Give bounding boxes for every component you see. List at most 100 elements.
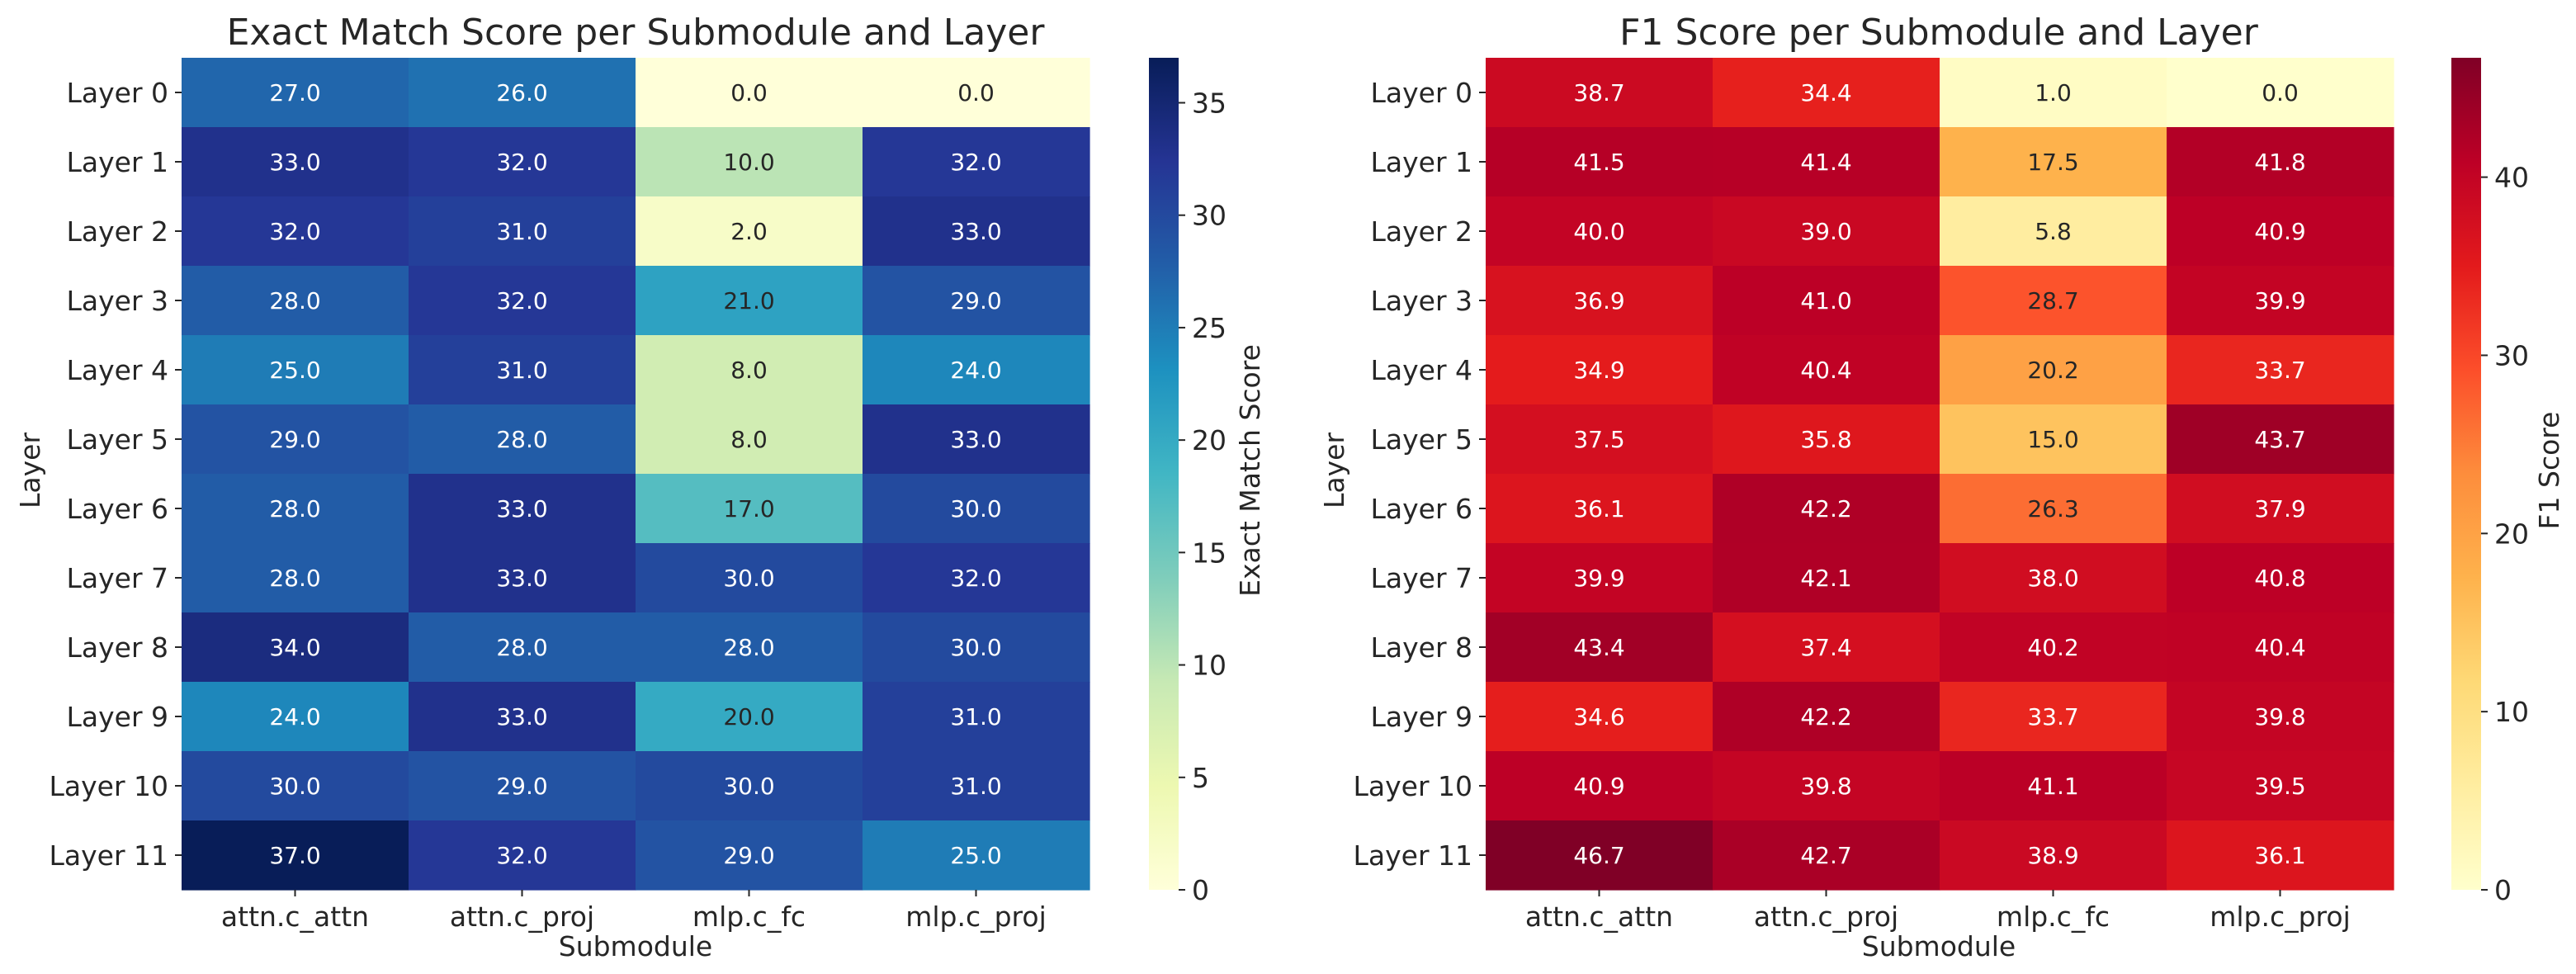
exact-match-cell-value: 28.0 bbox=[269, 287, 320, 314]
f1-cell bbox=[2167, 335, 2394, 405]
f1-cell bbox=[2167, 474, 2394, 544]
f1-cell bbox=[1713, 335, 1940, 405]
f1-cell-value: 41.5 bbox=[1573, 149, 1624, 176]
exact-match-cell bbox=[409, 335, 636, 405]
f1-cell-value: 42.2 bbox=[1800, 495, 1851, 522]
f1-y-tick-label: Layer 7 bbox=[1371, 562, 1473, 594]
exact-match-cell-value: 32.0 bbox=[496, 149, 547, 176]
f1-y-tick-label: Layer 10 bbox=[1354, 770, 1473, 802]
f1-cell bbox=[2167, 127, 2394, 197]
exact-match-cell-value: 33.0 bbox=[269, 149, 320, 176]
exact-match-cell bbox=[182, 612, 409, 683]
f1-x-tick-label: attn.c_proj bbox=[1754, 901, 1898, 933]
f1-cell bbox=[1713, 266, 1940, 336]
exact-match-cell-value: 32.0 bbox=[496, 842, 547, 869]
f1-cell bbox=[1940, 543, 2167, 613]
exact-match-cell-value: 10.0 bbox=[723, 149, 774, 176]
exact-match-colorbar-tick-label: 10 bbox=[1192, 650, 1227, 682]
f1-y-tick-label: Layer 1 bbox=[1371, 146, 1473, 178]
f1-cell bbox=[1940, 196, 2167, 267]
exact-match-cell bbox=[182, 682, 409, 752]
f1-cell-value: 36.9 bbox=[1573, 287, 1624, 314]
f1-y-tick-label: Layer 6 bbox=[1371, 493, 1473, 525]
f1-cell bbox=[1940, 58, 2167, 128]
f1-cell bbox=[1713, 404, 1940, 475]
exact-match-cell bbox=[636, 196, 863, 267]
exact-match-cell-value: 31.0 bbox=[496, 218, 547, 245]
exact-match-cell-value: 17.0 bbox=[723, 495, 774, 522]
exact-match-colorbar-tick-label: 20 bbox=[1192, 424, 1227, 456]
f1-colorbar-tick-label: 40 bbox=[2494, 162, 2529, 194]
exact-match-cell-value: 8.0 bbox=[730, 426, 768, 453]
f1-cell bbox=[2167, 751, 2394, 821]
f1-cell-value: 40.0 bbox=[1573, 218, 1624, 245]
exact-match-cell-value: 32.0 bbox=[950, 149, 1001, 176]
exact-match-cell-value: 33.0 bbox=[950, 426, 1001, 453]
f1-cell-value: 38.0 bbox=[2027, 565, 2078, 592]
f1-cell bbox=[1940, 266, 2167, 336]
exact-match-cell bbox=[182, 474, 409, 544]
exact-match-cell bbox=[863, 58, 1090, 128]
exact-match-cell bbox=[863, 751, 1090, 821]
f1-cell-value: 35.8 bbox=[1800, 426, 1851, 453]
exact-match-cell bbox=[863, 820, 1090, 891]
f1-cell-value: 37.5 bbox=[1573, 426, 1624, 453]
exact-match-cell bbox=[409, 127, 636, 197]
f1-cell-value: 37.4 bbox=[1800, 634, 1851, 661]
exact-match-cell bbox=[863, 474, 1090, 544]
f1-cell bbox=[1940, 127, 2167, 197]
exact-match-cell-value: 8.0 bbox=[730, 357, 768, 384]
exact-match-cell bbox=[409, 404, 636, 475]
f1-x-tick-label: mlp.c_fc bbox=[1997, 901, 2110, 933]
f1-heatmap-panel: F1 Score per Submodule and Layer 38.7 34.… bbox=[1318, 12, 2565, 962]
exact-match-cell-value: 24.0 bbox=[269, 703, 320, 730]
exact-match-cell bbox=[863, 682, 1090, 752]
f1-cell-value: 26.3 bbox=[2027, 495, 2078, 522]
f1-cell bbox=[1940, 820, 2167, 891]
exact-match-cell-value: 2.0 bbox=[730, 218, 768, 245]
exact-match-y-tick-label: Layer 7 bbox=[67, 562, 169, 594]
exact-match-cell-value: 32.0 bbox=[496, 287, 547, 314]
f1-colorbar-label: F1 Score bbox=[2533, 412, 2565, 530]
exact-match-cell bbox=[182, 335, 409, 405]
f1-y-tick-labels: Layer 0 Layer 1 Layer 2 Layer 3 Layer 4 Layer… bbox=[1354, 77, 1486, 872]
exact-match-cell bbox=[636, 612, 863, 683]
exact-match-cell-value: 29.0 bbox=[269, 426, 320, 453]
f1-cell-value: 39.8 bbox=[2254, 703, 2305, 730]
f1-cell bbox=[2167, 404, 2394, 475]
f1-colorbar-ticks: 0 10 20 30 40 bbox=[2481, 162, 2529, 906]
exact-match-cell-value: 20.0 bbox=[723, 703, 774, 730]
f1-cell-value: 39.9 bbox=[2254, 287, 2305, 314]
exact-match-cell bbox=[863, 612, 1090, 683]
exact-match-cell bbox=[863, 335, 1090, 405]
f1-cell-value: 40.4 bbox=[2254, 634, 2305, 661]
exact-match-cell bbox=[182, 543, 409, 613]
exact-match-y-tick-label: Layer 2 bbox=[67, 215, 169, 248]
f1-cell bbox=[1486, 404, 1713, 475]
exact-match-y-tick-labels: Layer 0 Layer 1 Layer 2 Layer 3 Layer 4 Layer… bbox=[50, 77, 182, 872]
exact-match-cell-value: 0.0 bbox=[730, 79, 768, 106]
f1-cell-value: 46.7 bbox=[1573, 842, 1624, 869]
f1-colorbar-tick-label: 20 bbox=[2494, 518, 2529, 550]
exact-match-chart-title: Exact Match Score per Submodule and Laye… bbox=[227, 12, 1046, 54]
f1-cell-value: 0.0 bbox=[2262, 79, 2299, 106]
exact-match-cell bbox=[863, 266, 1090, 336]
f1-cell bbox=[2167, 682, 2394, 752]
exact-match-cell-value: 27.0 bbox=[269, 79, 320, 106]
exact-match-colorbar-label: Exact Match Score bbox=[1234, 344, 1266, 597]
exact-match-cell-value: 34.0 bbox=[269, 634, 320, 661]
f1-cell-value: 40.4 bbox=[1800, 357, 1851, 384]
f1-cell-value: 41.1 bbox=[2027, 773, 2078, 800]
f1-cell-value: 43.4 bbox=[1573, 634, 1624, 661]
f1-cell bbox=[1486, 266, 1713, 336]
exact-match-y-tick-label: Layer 11 bbox=[50, 839, 169, 872]
exact-match-cell bbox=[636, 543, 863, 613]
exact-match-cell bbox=[863, 543, 1090, 613]
f1-cell-value: 39.8 bbox=[1800, 773, 1851, 800]
exact-match-cell-value: 28.0 bbox=[269, 495, 320, 522]
f1-colorbar-tick-label: 0 bbox=[2494, 874, 2512, 906]
f1-x-tick-label: mlp.c_proj bbox=[2210, 901, 2351, 933]
exact-match-cell bbox=[409, 474, 636, 544]
f1-y-axis-label: Layer bbox=[1318, 433, 1350, 508]
